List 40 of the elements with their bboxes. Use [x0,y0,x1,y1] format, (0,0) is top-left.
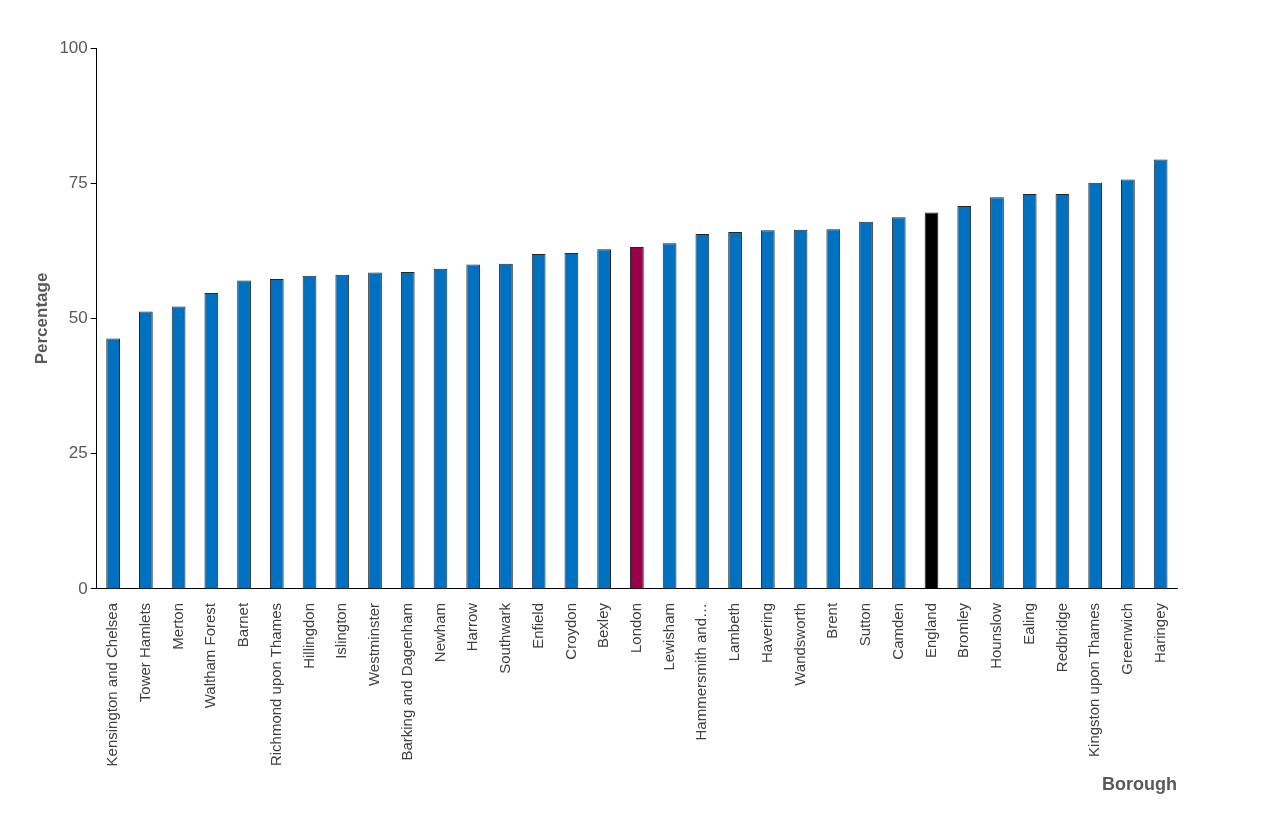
x-tick-label: Lewisham [659,602,677,671]
x-tick-label: Tower Hamlets [136,602,154,703]
x-tick-label: Redbridge [1052,602,1070,673]
x-tick-label: Barking and Dagenham [397,602,415,761]
x-axis-title: Borough [1102,774,1177,795]
y-tick-label: 25 [68,443,88,463]
x-tick-label: Wandsworth [790,602,808,686]
x-tick-label: Brent [823,602,841,639]
x-tick-label: England [921,602,939,659]
y-axis-title: Percentage [31,272,51,365]
x-tick-label: Kensington and Chelsea [103,602,121,767]
x-tick-label: Westminster [365,602,383,687]
y-tick-label: 75 [68,172,88,192]
x-tick-label: Harrow [463,602,481,652]
x-tick-label: Merton [168,602,186,650]
x-tick-label: Hammersmith and… [692,602,710,741]
x-tick-label: Greenwich [1118,602,1136,675]
x-tick-label: Haringey [1150,602,1168,663]
x-tick-label: Waltham Forest [201,602,219,709]
x-tick-label: Bromley [954,602,972,658]
x-tick-label: Islington [332,602,350,659]
x-tick-label: Kingston upon Thames [1085,602,1103,757]
x-tick-label: Sutton [856,602,874,647]
x-tick-label: Lambeth [725,602,743,662]
x-tick-label: London [627,602,645,654]
y-tick-label: 0 [78,578,88,598]
x-tick-label: Hillingdon [299,602,317,669]
x-tick-label: Southwark [496,602,514,674]
x-tick-label: Barnet [234,602,252,648]
x-tick-label: Havering [757,602,775,663]
y-tick-label: 50 [68,308,88,328]
x-tick-label: Enfield [528,602,546,649]
x-tick-label: Hounslow [987,602,1005,669]
x-tick-label: Newham [430,602,448,663]
x-tick-label: Bexley [594,602,612,648]
y-tick-label: 100 [59,37,88,57]
x-tick-label: Croydon [561,602,579,660]
x-tick-label: Ealing [1019,602,1037,645]
x-tick-label: Richmond upon Thames [266,602,284,767]
x-tick-label: Camden [888,602,906,660]
